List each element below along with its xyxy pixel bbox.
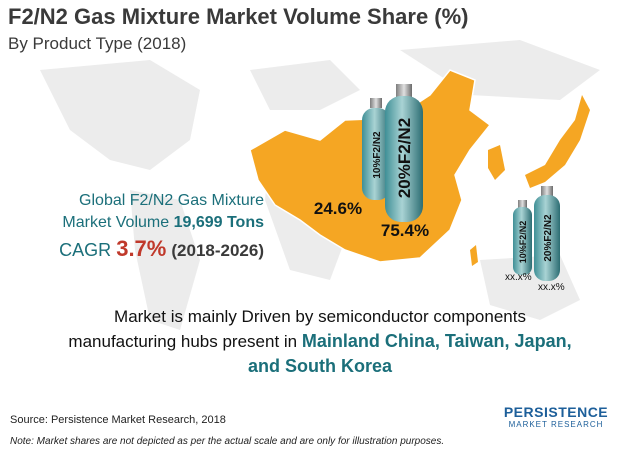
driver-body: Market is mainly Driven by semiconductor…	[68, 307, 526, 351]
cylinder-label: 10%F2/N2	[518, 221, 528, 264]
share-label: xx.x%	[505, 272, 532, 283]
share-label: 24.6%	[314, 199, 362, 218]
cylinder	[534, 186, 560, 281]
taiwan-map	[470, 245, 478, 266]
share-label: xx.x%	[538, 282, 565, 293]
source: Source: Persistence Market Research, 201…	[10, 414, 226, 426]
logo-tagline: MARKET RESEARCH	[508, 420, 604, 429]
cagr-label: CAGR	[59, 240, 112, 260]
logo: PERSISTENCE MARKET RESEARCH	[500, 404, 612, 429]
driver-highlight: Mainland China, Taiwan, Japan, and South…	[247, 331, 572, 376]
cylinder-label: 20%F2/N2	[543, 214, 554, 262]
cylinder-label: 20%F2/N2	[395, 118, 414, 198]
cagr-value: 3.7%	[116, 236, 167, 261]
title: F2/N2 Gas Mixture Market Volume Share (%…	[8, 4, 469, 29]
summary: Global F2/N2 Gas Mixture Market Volume 1…	[24, 190, 264, 262]
summary-line: Global F2/N2 Gas Mixture	[79, 192, 264, 209]
cagr-period: (2018-2026)	[171, 241, 264, 260]
subtitle: By Product Type (2018)	[8, 34, 187, 53]
summary-line: Market Volume 19,699 Tons	[24, 212, 264, 234]
volume: 19,699 Tons	[173, 214, 264, 231]
cylinder-label: 10%F2/N2	[372, 131, 383, 179]
driver-text: Market is mainly Driven by semiconductor…	[60, 305, 580, 379]
share-label: 75.4%	[381, 221, 429, 240]
cylinder	[362, 98, 390, 200]
logo-name: PERSISTENCE	[503, 404, 609, 420]
cylinder	[513, 200, 532, 275]
korea-map	[488, 145, 505, 180]
cylinder	[385, 84, 423, 222]
japan-map	[525, 95, 590, 188]
summary-text: Market Volume	[62, 214, 170, 231]
cagr-line: CAGR 3.7% (2018-2026)	[24, 238, 264, 262]
note: Note: Market shares are not depicted as …	[10, 436, 445, 447]
